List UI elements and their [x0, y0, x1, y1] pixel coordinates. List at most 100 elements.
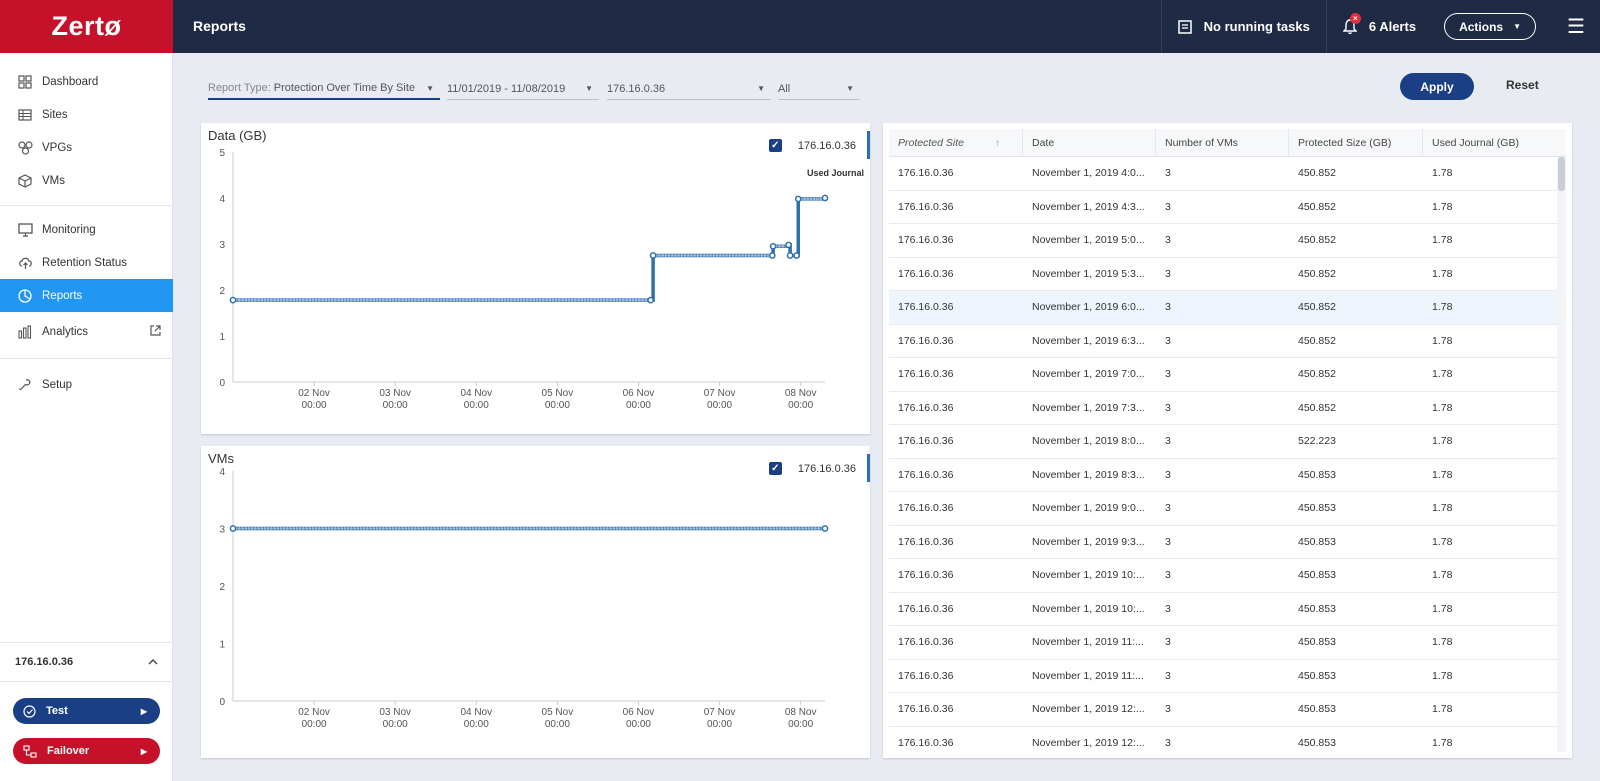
- sidebar-item-setup[interactable]: Setup: [0, 368, 173, 401]
- series-point: [420, 527, 424, 530]
- table-row[interactable]: 176.16.0.36 November 1, 2019 10:... 3 450.8…: [889, 559, 1557, 593]
- table-cell: November 1, 2019 6:0...: [1032, 301, 1145, 314]
- chart-legend[interactable]: ✓ 176.16.0.36: [768, 139, 856, 152]
- zerto-logo[interactable]: Zertø: [0, 0, 173, 53]
- sidebar-item-sites[interactable]: Sites: [0, 98, 173, 131]
- apply-button[interactable]: Apply: [1400, 73, 1474, 100]
- table-row[interactable]: 176.16.0.36 November 1, 2019 4:0... 3 450.8…: [889, 157, 1557, 191]
- table-row[interactable]: 176.16.0.36 November 1, 2019 7:3... 3 450.8…: [889, 392, 1557, 425]
- series-point: [763, 254, 767, 257]
- series-point: [686, 254, 690, 257]
- series-point: [289, 298, 292, 302]
- table-row[interactable]: 176.16.0.36 November 1, 2019 11:... 3 450.8…: [889, 626, 1557, 660]
- sidebar-item-vms[interactable]: VMs: [0, 164, 173, 197]
- table-cell: 450.853: [1298, 502, 1336, 515]
- series-point: [247, 527, 251, 530]
- series-point: [638, 298, 641, 302]
- reset-button[interactable]: Reset: [1506, 78, 1539, 92]
- sidebar-item-dashboard[interactable]: Dashboard: [0, 65, 173, 98]
- series-point: [631, 527, 635, 530]
- table-cell: 176.16.0.36: [898, 669, 954, 682]
- series-point: [519, 527, 523, 530]
- scrollbar-thumb[interactable]: [1558, 157, 1565, 191]
- table-row[interactable]: 176.16.0.36 November 1, 2019 8:3... 3 450.8…: [889, 459, 1557, 492]
- data-point: [786, 252, 794, 259]
- x-tick-label: 00:00: [383, 400, 408, 411]
- sidebar-item-retention-status[interactable]: Retention Status: [0, 246, 173, 279]
- column-header-number-of-vms[interactable]: Number of VMs: [1156, 129, 1289, 157]
- series-point: [366, 298, 369, 302]
- checkbox-checked-icon[interactable]: ✓: [768, 139, 782, 152]
- column-header-date[interactable]: Date: [1023, 129, 1156, 157]
- table-row[interactable]: 176.16.0.36 November 1, 2019 12:... 3 450.8…: [889, 693, 1557, 727]
- series-point: [677, 254, 681, 257]
- test-button[interactable]: Test ▶: [13, 698, 160, 724]
- sidebar-item-analytics[interactable]: Analytics: [0, 315, 173, 348]
- failover-icon: [23, 744, 37, 758]
- series-point: [561, 527, 564, 530]
- table-row[interactable]: 176.16.0.36 November 1, 2019 8:0... 3 522.2…: [889, 425, 1557, 459]
- table-row[interactable]: 176.16.0.36 November 1, 2019 12:... 3 450.8…: [889, 727, 1557, 759]
- series-point: [522, 298, 526, 302]
- series-point: [747, 254, 751, 257]
- series-point: [641, 298, 644, 302]
- series-point: [606, 298, 609, 302]
- header-label: Number of VMs: [1165, 137, 1238, 149]
- series-point: [781, 244, 785, 248]
- table-row[interactable]: 176.16.0.36 November 1, 2019 7:0... 3 450.8…: [889, 358, 1557, 392]
- x-tick-label: 00:00: [626, 719, 651, 730]
- table-body: 176.16.0.36 November 1, 2019 4:0... 3 450.8…: [889, 157, 1557, 758]
- series-point: [706, 254, 709, 257]
- table-row[interactable]: 176.16.0.36 November 1, 2019 5:0... 3 450.8…: [889, 224, 1557, 258]
- series-point: [526, 298, 529, 302]
- sidebar-item-reports[interactable]: Reports: [0, 279, 173, 312]
- table-row[interactable]: 176.16.0.36 November 1, 2019 4:3... 3 450.8…: [889, 191, 1557, 224]
- table-row[interactable]: 176.16.0.36 November 1, 2019 6:0... 3 450.8…: [889, 291, 1557, 325]
- report-type-select[interactable]: Report Type: Protection Over Time By Sit…: [208, 78, 440, 100]
- table-cell: 1.78: [1432, 368, 1453, 381]
- sites-icon: [16, 108, 34, 122]
- table-row[interactable]: 176.16.0.36 November 1, 2019 5:3... 3 450.8…: [889, 258, 1557, 291]
- series-point: [676, 527, 680, 530]
- x-tick-label: 03 Nov: [379, 707, 411, 718]
- table-row[interactable]: 176.16.0.36 November 1, 2019 11:... 3 450.8…: [889, 660, 1557, 693]
- site-selector[interactable]: 176.16.0.36: [0, 642, 173, 682]
- column-header-protected-size[interactable]: Protected Size (GB): [1289, 129, 1423, 157]
- report-table: Protected Site ↑ Date Number of VMs Prot…: [883, 123, 1572, 758]
- table-row[interactable]: 176.16.0.36 November 1, 2019 9:0... 3 450.8…: [889, 492, 1557, 526]
- series-point: [452, 527, 456, 530]
- sidebar-item-vpgs[interactable]: VPGs: [0, 131, 173, 164]
- series-point: [778, 244, 781, 248]
- sidebar-item-monitoring[interactable]: Monitoring: [0, 213, 173, 246]
- table-cell: 3: [1165, 669, 1171, 682]
- series-point: [741, 254, 745, 257]
- series-point: [599, 298, 603, 302]
- series-point: [753, 527, 756, 530]
- table-cell: 3: [1165, 736, 1171, 749]
- table-scrollbar[interactable]: [1557, 157, 1566, 752]
- column-header-protected-site[interactable]: Protected Site ↑: [889, 129, 1023, 157]
- table-row[interactable]: 176.16.0.36 November 1, 2019 6:3... 3 450.8…: [889, 325, 1557, 358]
- series-point: [455, 527, 459, 530]
- running-tasks-button[interactable]: No running tasks: [1160, 0, 1326, 53]
- hamburger-menu-icon[interactable]: ☰: [1567, 16, 1585, 38]
- failover-button[interactable]: Failover ▶: [13, 738, 160, 764]
- table-cell: 1.78: [1432, 636, 1453, 649]
- series-point: [702, 527, 705, 530]
- series-point: [734, 527, 737, 530]
- series-point: [321, 298, 324, 302]
- series-point: [337, 527, 340, 530]
- chart-legend[interactable]: ✓ 176.16.0.36: [768, 462, 856, 475]
- table-row[interactable]: 176.16.0.36 November 1, 2019 10:... 3 450.8…: [889, 593, 1557, 626]
- site-select[interactable]: 176.16.0.36 ▼: [607, 78, 771, 100]
- date-range-select[interactable]: 11/01/2019 - 11/08/2019 ▼: [447, 78, 599, 100]
- series-point: [803, 197, 807, 201]
- alerts-button[interactable]: × 6 Alerts Actions ▼: [1325, 0, 1552, 53]
- vpg-select[interactable]: All ▼: [778, 78, 860, 100]
- series-point: [350, 527, 353, 530]
- table-cell: 450.852: [1298, 167, 1336, 180]
- actions-button[interactable]: Actions ▼: [1444, 13, 1536, 40]
- column-header-used-journal[interactable]: Used Journal (GB): [1423, 129, 1557, 157]
- checkbox-checked-icon[interactable]: ✓: [768, 462, 782, 475]
- table-row[interactable]: 176.16.0.36 November 1, 2019 9:3... 3 450.8…: [889, 526, 1557, 559]
